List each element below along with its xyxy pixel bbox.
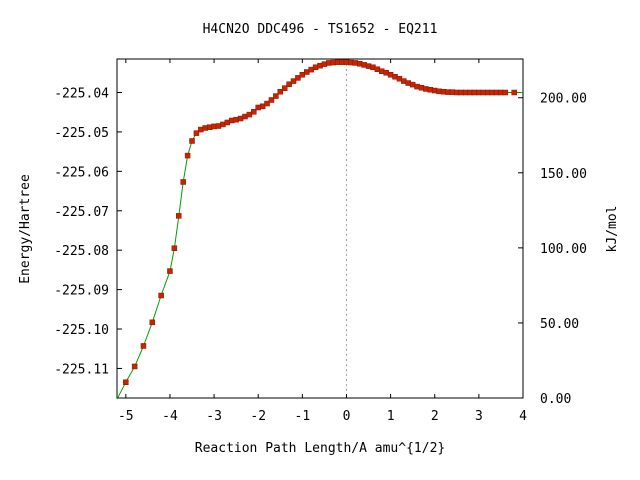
data-point <box>246 111 253 118</box>
y2-tick-label: 100.00 <box>540 242 587 257</box>
data-point <box>281 85 288 91</box>
data-point <box>502 89 509 96</box>
y-tick-label: -225.09 <box>54 284 109 299</box>
data-point <box>264 100 270 107</box>
data-point <box>295 75 301 81</box>
data-point <box>299 72 306 78</box>
x-tick-label: 2 <box>431 409 439 424</box>
data-point <box>131 363 138 370</box>
x-tick-label: 3 <box>475 409 483 424</box>
y-axis-label: Energy/Hartree <box>18 174 33 284</box>
y2-tick-label: 200.00 <box>540 92 587 107</box>
data-points <box>123 59 517 385</box>
y2-axis-label: kJ/mol <box>605 206 620 253</box>
data-point <box>189 138 195 144</box>
y-tick-label: -225.06 <box>54 165 109 180</box>
x-axis-label: Reaction Path Length/A amu^{1/2} <box>195 441 445 456</box>
data-point <box>149 319 156 326</box>
plot-frame <box>116 58 524 399</box>
x-tick-label: 4 <box>519 409 527 424</box>
x-tick-label: -4 <box>162 409 178 424</box>
y2-tick-label: 0.00 <box>540 392 571 407</box>
data-point <box>273 93 279 99</box>
x-tick-label: -2 <box>250 409 266 424</box>
data-point <box>158 292 164 299</box>
y2-tick-label: 50.00 <box>540 317 579 332</box>
data-point <box>268 97 275 103</box>
y-tick-label: -225.11 <box>54 362 109 377</box>
data-point <box>167 268 173 274</box>
data-point <box>286 81 292 87</box>
y2-tick-label: 150.00 <box>540 167 587 182</box>
y-axis-ticks: -225.04 -225.05 -225.06 -225.07 -225.08 -225.… <box>54 87 122 377</box>
data-point <box>176 213 182 219</box>
x-tick-label: 0 <box>343 409 351 424</box>
data-point <box>251 109 257 115</box>
x-tick-label: -1 <box>295 409 311 424</box>
data-point <box>259 103 266 110</box>
y-tick-label: -225.04 <box>54 87 109 102</box>
data-point <box>140 343 147 349</box>
y-tick-label: -225.07 <box>54 205 109 220</box>
data-point <box>290 78 297 84</box>
y-tick-label: -225.10 <box>54 323 109 338</box>
chart-title: H4CN2O DDC496 - TS1652 - EQ211 <box>203 22 438 37</box>
data-point <box>123 379 129 385</box>
data-point <box>171 245 178 251</box>
y-tick-label: -225.05 <box>54 126 109 141</box>
y-tick-label: -225.08 <box>54 244 109 259</box>
data-point <box>193 130 200 136</box>
data-point <box>511 89 517 96</box>
y2-axis-ticks: 200.00 150.00 100.00 50.00 0.00 <box>518 92 587 407</box>
energy-curve <box>116 61 523 400</box>
data-point <box>180 179 186 185</box>
x-tick-label: -3 <box>206 409 222 424</box>
data-point <box>184 152 191 159</box>
x-tick-label: 1 <box>387 409 395 424</box>
x-axis-ticks: -5 -4 -3 -2 -1 0 1 2 3 4 <box>118 59 527 424</box>
data-point <box>277 88 284 95</box>
x-tick-label: -5 <box>118 409 134 424</box>
